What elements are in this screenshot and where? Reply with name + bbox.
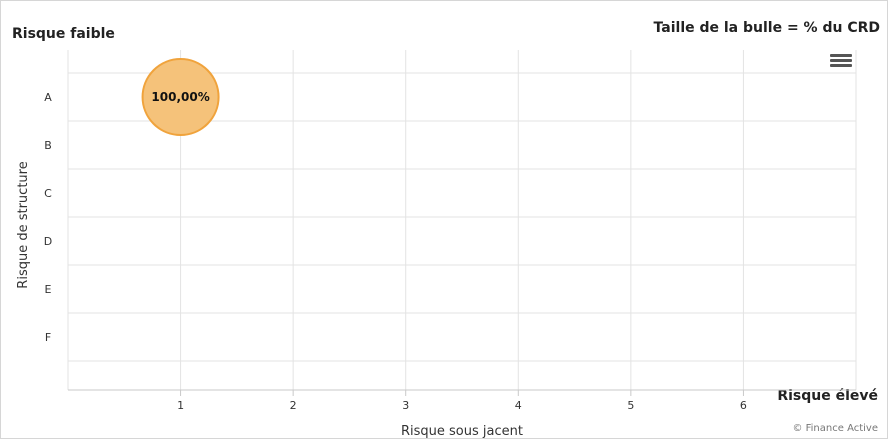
low-risk-label: Risque faible — [12, 26, 115, 42]
x-tick-label: 3 — [402, 399, 409, 412]
grid-lines — [67, 50, 857, 390]
x-axis-ticks: 1 2 3 4 5 6 — [177, 390, 747, 412]
y-tick-label: C — [44, 187, 52, 200]
x-tick-label: 1 — [177, 399, 184, 412]
y-tick-label: F — [45, 331, 51, 344]
menu-bar — [830, 54, 852, 57]
hamburger-menu-icon[interactable] — [830, 52, 852, 70]
y-tick-label: D — [44, 235, 52, 248]
y-axis-title: Risque de structure — [16, 161, 31, 288]
bubble-size-legend: Taille de la bulle = % du CRD — [653, 20, 880, 36]
bubble-label: 100,00% — [151, 90, 209, 104]
x-axis-title: Risque sous jacent — [401, 424, 523, 439]
credit-text: © Finance Active — [792, 423, 878, 434]
x-tick-label: 5 — [627, 399, 634, 412]
bubbles: 100,00% — [141, 58, 220, 136]
y-tick-label: B — [44, 139, 52, 152]
x-tick-label: 6 — [740, 399, 747, 412]
x-tick-label: 2 — [290, 399, 297, 412]
high-risk-label: Risque élevé — [777, 388, 878, 404]
y-axis-ticks: A B C D E F — [44, 91, 52, 344]
menu-bar — [830, 64, 852, 67]
y-tick-label: E — [45, 283, 52, 296]
x-tick-label: 4 — [515, 399, 522, 412]
menu-bar — [830, 59, 852, 62]
bubble — [141, 58, 220, 136]
y-tick-label: A — [44, 91, 52, 104]
